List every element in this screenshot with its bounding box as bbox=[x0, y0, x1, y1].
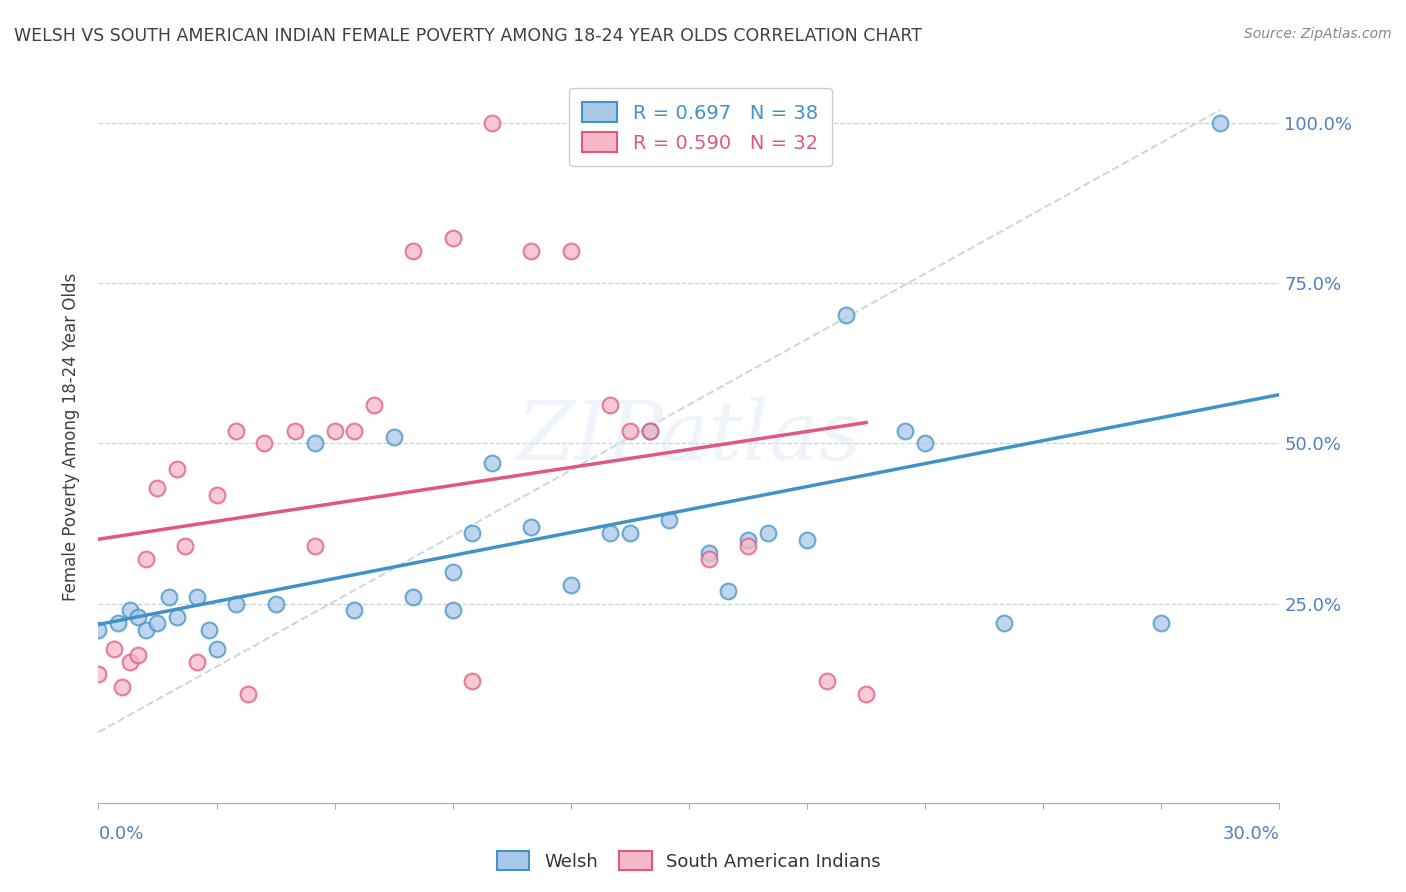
Y-axis label: Female Poverty Among 18-24 Year Olds: Female Poverty Among 18-24 Year Olds bbox=[62, 273, 80, 601]
Point bbox=[619, 424, 641, 438]
Point bbox=[146, 616, 169, 631]
Point bbox=[658, 514, 681, 528]
Point bbox=[166, 609, 188, 624]
Point bbox=[197, 623, 219, 637]
Point bbox=[157, 591, 180, 605]
Point bbox=[560, 577, 582, 591]
Legend: Welsh, South American Indians: Welsh, South American Indians bbox=[489, 844, 889, 878]
Point bbox=[717, 584, 740, 599]
Point bbox=[264, 597, 287, 611]
Point bbox=[560, 244, 582, 258]
Point bbox=[186, 591, 208, 605]
Text: 30.0%: 30.0% bbox=[1223, 825, 1279, 843]
Point bbox=[363, 398, 385, 412]
Point bbox=[441, 565, 464, 579]
Point bbox=[756, 526, 779, 541]
Point bbox=[441, 603, 464, 617]
Point bbox=[481, 456, 503, 470]
Point bbox=[135, 623, 157, 637]
Point bbox=[402, 244, 425, 258]
Point bbox=[186, 655, 208, 669]
Point bbox=[304, 436, 326, 450]
Point bbox=[697, 545, 720, 559]
Point bbox=[441, 231, 464, 245]
Point bbox=[993, 616, 1015, 631]
Point bbox=[107, 616, 129, 631]
Point bbox=[304, 539, 326, 553]
Point bbox=[481, 116, 503, 130]
Point bbox=[638, 424, 661, 438]
Point bbox=[225, 424, 247, 438]
Point bbox=[323, 424, 346, 438]
Point bbox=[835, 308, 858, 322]
Point bbox=[815, 673, 838, 688]
Point bbox=[135, 552, 157, 566]
Point bbox=[87, 623, 110, 637]
Point bbox=[87, 667, 110, 681]
Point bbox=[1209, 116, 1232, 130]
Point bbox=[520, 244, 543, 258]
Text: 0.0%: 0.0% bbox=[98, 825, 143, 843]
Point bbox=[737, 533, 759, 547]
Point bbox=[118, 655, 141, 669]
Point bbox=[174, 539, 197, 553]
Point bbox=[599, 398, 621, 412]
Point bbox=[638, 424, 661, 438]
Point bbox=[205, 641, 228, 656]
Point bbox=[236, 687, 259, 701]
Point bbox=[796, 533, 818, 547]
Point bbox=[855, 687, 877, 701]
Point bbox=[166, 462, 188, 476]
Text: ZIPatlas: ZIPatlas bbox=[516, 397, 862, 477]
Text: Source: ZipAtlas.com: Source: ZipAtlas.com bbox=[1244, 27, 1392, 41]
Point bbox=[402, 591, 425, 605]
Point bbox=[127, 648, 149, 663]
Point bbox=[118, 603, 141, 617]
Point bbox=[205, 488, 228, 502]
Point bbox=[146, 482, 169, 496]
Point bbox=[894, 424, 917, 438]
Point bbox=[103, 641, 125, 656]
Point bbox=[914, 436, 936, 450]
Point bbox=[343, 603, 366, 617]
Point bbox=[253, 436, 276, 450]
Point bbox=[382, 430, 405, 444]
Point bbox=[599, 526, 621, 541]
Point bbox=[461, 673, 484, 688]
Point bbox=[619, 526, 641, 541]
Point bbox=[127, 609, 149, 624]
Point bbox=[225, 597, 247, 611]
Point bbox=[737, 539, 759, 553]
Point bbox=[284, 424, 307, 438]
Text: WELSH VS SOUTH AMERICAN INDIAN FEMALE POVERTY AMONG 18-24 YEAR OLDS CORRELATION : WELSH VS SOUTH AMERICAN INDIAN FEMALE PO… bbox=[14, 27, 922, 45]
Point bbox=[520, 520, 543, 534]
Point bbox=[1150, 616, 1173, 631]
Point bbox=[461, 526, 484, 541]
Point bbox=[111, 681, 134, 695]
Point bbox=[343, 424, 366, 438]
Point bbox=[697, 552, 720, 566]
